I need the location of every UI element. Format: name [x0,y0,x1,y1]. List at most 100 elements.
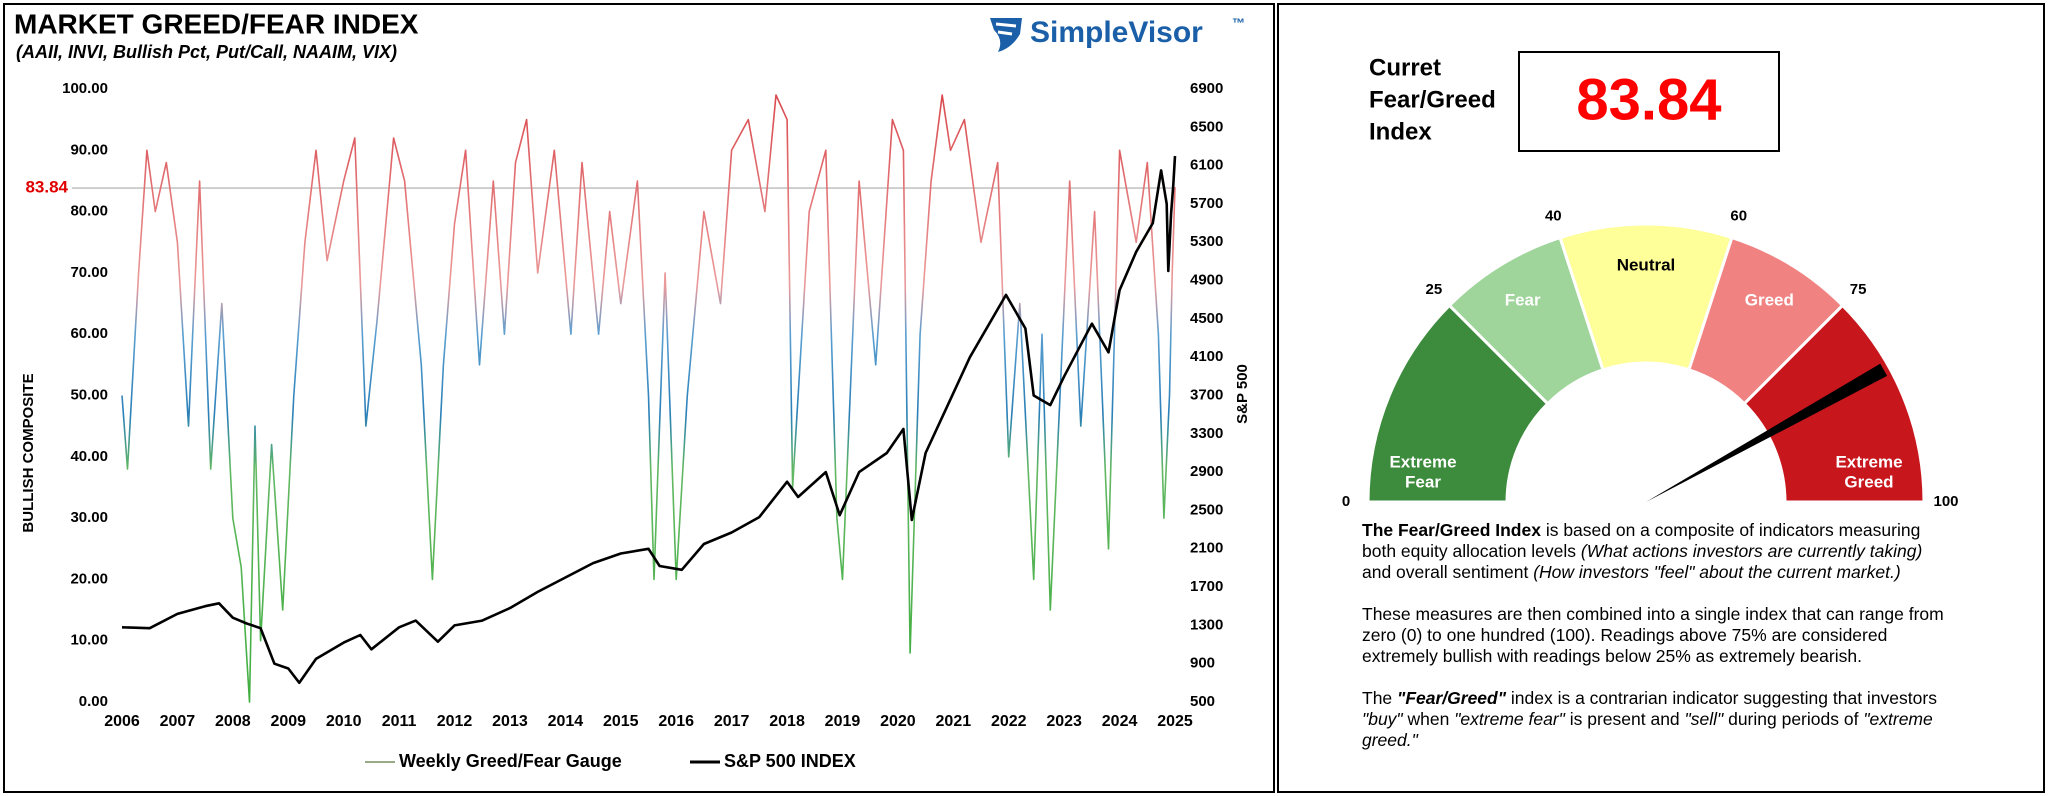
gauge-band-label: Fear [1505,290,1541,309]
x-tick-label: 2011 [382,713,417,730]
gauge-tick-label: 60 [1730,208,1747,225]
y-tick-label: 30.00 [70,509,108,526]
x-tick-label: 2008 [215,713,251,730]
gauge-value: 83.84 [1576,67,1721,132]
y2-axis-title: S&P 500 [1234,364,1251,424]
text-run: (How investors "feel" about the current … [1533,562,1901,582]
x-tick-label: 2020 [880,713,916,730]
y-tick-label: 10.00 [70,632,108,649]
y2-tick-label: 5700 [1190,195,1223,212]
text-run: "Fear/Greed" [1397,688,1507,708]
gauge-tick-label: 0 [1342,493,1350,510]
text-run: (What actions investors are currently ta… [1580,541,1923,561]
gauge-band-label: Extreme [1835,452,1902,471]
gauge-tick-label: 40 [1545,208,1562,225]
gauge-band [1742,303,1926,504]
brand-icon [990,18,1022,52]
x-tick-label: 2017 [714,713,750,730]
y2-tick-label: 2500 [1190,501,1223,518]
x-tick-label: 2022 [991,713,1027,730]
text-run: The [1362,688,1398,708]
paragraph: The "Fear/Greed" index is a contrarian i… [1362,688,1954,751]
series-line [121,94,1176,703]
legend-label: S&P 500 INDEX [724,751,856,771]
y2-tick-label: 5300 [1190,233,1223,250]
brand-mark: ™ [1232,15,1245,30]
y2-tick-label: 4100 [1190,348,1223,365]
y2-tick-label: 3300 [1190,425,1223,442]
y2-tick-label: 1700 [1190,578,1223,595]
text-run: during periods of [1723,709,1864,729]
gauge-needle [1646,363,1888,502]
x-tick-label: 2014 [548,713,584,730]
x-tick-label: 2018 [769,713,805,730]
gauge-tick-label: 75 [1850,281,1867,298]
x-tick-label: 2015 [603,713,639,730]
y2-tick-label: 500 [1190,693,1215,710]
gauge-title: Curret [1369,54,1441,81]
y2-tick-label: 2100 [1190,540,1223,557]
text-run: and overall sentiment [1362,562,1534,582]
text-run: is based on a composite of indicators me… [1362,520,1921,561]
y2-tick-label: 4900 [1190,272,1223,289]
text-run: "buy" [1362,709,1403,729]
y-tick-label: 70.00 [70,264,108,281]
y2-tick-label: 1300 [1190,616,1223,633]
y2-tick-label: 6500 [1190,118,1223,135]
text-run: when [1402,709,1455,729]
description: The Fear/Greed Index is based on a compo… [1362,520,1954,772]
y2-tick-label: 3700 [1190,386,1223,403]
y2-tick-label: 6900 [1190,80,1223,97]
x-tick-label: 2024 [1102,713,1138,730]
x-tick-label: 2007 [160,713,196,730]
left-panel [3,3,1275,793]
right-panel [1277,3,2045,793]
x-tick-label: 2019 [825,713,861,730]
x-tick-label: 2010 [326,713,362,730]
legend-label: Weekly Greed/Fear Gauge [399,751,622,771]
gauge-band-label: Fear [1405,472,1441,491]
paragraph: These measures are then combined into a … [1362,604,1954,667]
gauge-tick-label: 100 [1933,493,1958,510]
text-run: "extreme greed." [1362,709,1933,750]
y-tick-label: 50.00 [70,386,108,403]
y-tick-label: 80.00 [70,203,108,220]
gauge-title: Index [1369,118,1432,145]
gauge-band-label: Greed [1844,472,1893,491]
x-tick-label: 2023 [1046,713,1082,730]
x-tick-label: 2006 [104,713,140,730]
y2-tick-label: 2900 [1190,463,1223,480]
y-tick-label: 90.00 [70,141,108,158]
y-tick-label: 100.00 [62,80,108,97]
gauge-band-label: Extreme [1389,452,1456,471]
y-tick-label: 60.00 [70,325,108,342]
chart-title: MARKET GREED/FEAR INDEX [14,8,419,39]
x-tick-label: 2012 [437,713,473,730]
text-run: "sell" [1684,709,1724,729]
reference-label: 83.84 [25,178,68,197]
value-box [1518,51,1780,152]
text-run: These measures are then combined into a … [1362,604,1944,666]
text-run: The Fear/Greed Index [1362,520,1541,540]
paragraph: The Fear/Greed Index is based on a compo… [1362,520,1954,583]
gauge-band-label: Greed [1745,290,1794,309]
y-tick-label: 20.00 [70,570,108,587]
gauge-tick-label: 25 [1426,281,1443,298]
gauge-band-label: Neutral [1617,255,1676,274]
x-tick-label: 2025 [1157,713,1193,730]
text-run: index is a contrarian indicator suggesti… [1506,688,1937,708]
x-tick-label: 2021 [936,713,972,730]
y-tick-label: 40.00 [70,448,108,465]
x-tick-label: 2013 [492,713,528,730]
y2-tick-label: 900 [1190,655,1215,672]
y2-tick-label: 6100 [1190,157,1223,174]
x-tick-label: 2016 [658,713,694,730]
text-run: "extreme fear" [1454,709,1565,729]
brand-icon-detail [995,22,1017,36]
text-run: is present and [1564,709,1685,729]
y2-tick-label: 4500 [1190,310,1223,327]
y-tick-label: 0.00 [79,693,108,710]
y-axis-title: BULLISH COMPOSITE [20,373,37,532]
